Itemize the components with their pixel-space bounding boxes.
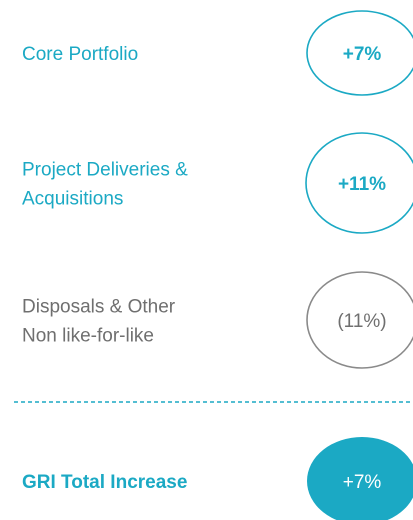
value-badge xyxy=(306,10,413,96)
item-label: Project Deliveries & xyxy=(22,160,188,181)
value-text: +11% xyxy=(338,174,386,195)
value-badge xyxy=(306,271,413,369)
item-label: Core Portfolio xyxy=(22,44,138,65)
value-badge xyxy=(305,132,413,234)
value-text: (11%) xyxy=(337,311,386,332)
item-label: Disposals & Other xyxy=(22,297,176,318)
item-label: Acquisitions xyxy=(22,189,123,210)
value-text: +7% xyxy=(343,44,382,65)
item-label: Non like-for-like xyxy=(22,326,154,347)
value-badge xyxy=(307,437,413,520)
item-label: GRI Total Increase xyxy=(22,472,187,493)
value-text: +7% xyxy=(343,472,382,493)
